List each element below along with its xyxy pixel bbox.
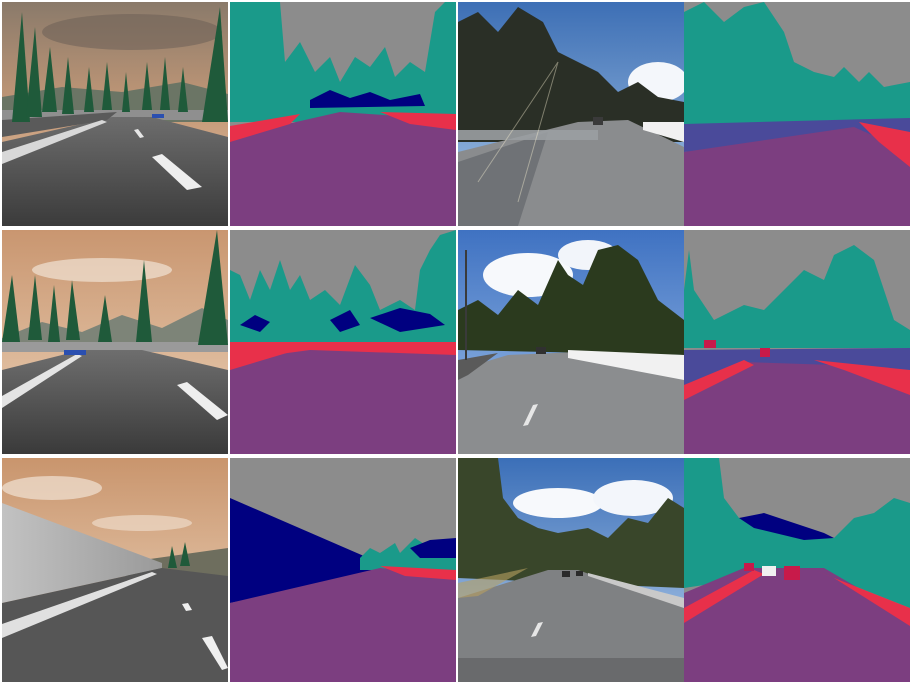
real-road-photo-2	[458, 230, 684, 454]
real-segmentation-mask-1	[684, 2, 910, 226]
synthetic-road-photo-3	[2, 458, 228, 682]
real-road-photo-3	[458, 458, 684, 682]
synthetic-road-photo-2	[2, 230, 228, 454]
real-segmentation-mask-3	[684, 458, 910, 682]
real-road-photo-1	[458, 2, 684, 226]
synthetic-road-photo-1	[2, 2, 228, 226]
synthetic-segmentation-mask-3	[230, 458, 456, 682]
real-segmentation-mask-2	[684, 230, 910, 454]
synthetic-segmentation-mask-1	[230, 2, 456, 226]
synthetic-segmentation-mask-2	[230, 230, 456, 454]
